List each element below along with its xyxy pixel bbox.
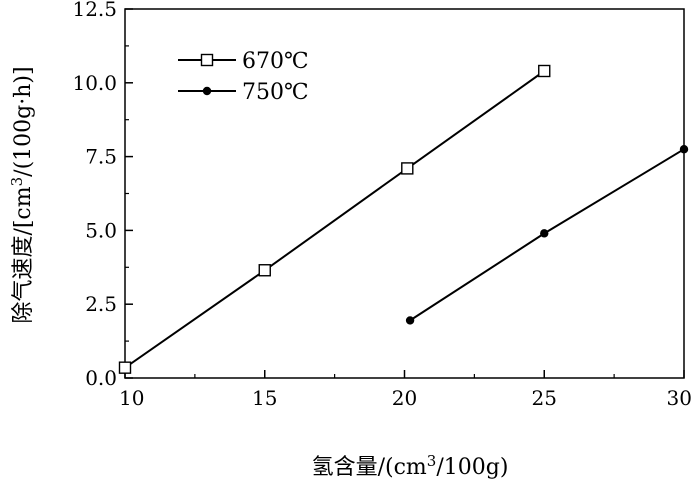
y-tick-label: 2.5 (85, 292, 117, 316)
series-1-point (258, 264, 271, 277)
y-tick-label: 10.0 (72, 71, 117, 95)
series-1-point (118, 361, 132, 374)
series-1-point (401, 162, 414, 175)
legend-label: 750℃ (242, 80, 309, 105)
y-tick-label: 7.5 (85, 145, 117, 169)
y-tick-label: 0.0 (85, 366, 117, 390)
series-2-point (679, 145, 689, 154)
x-tick-label: 25 (532, 386, 557, 410)
legend: 670℃ 750℃ (178, 49, 309, 105)
x-tick-label: 20 (392, 386, 417, 410)
x-tick-label: 15 (252, 386, 277, 410)
x-tick-label: 30 (667, 386, 692, 410)
series-1-point (538, 64, 551, 78)
y-tick-label: 12.5 (72, 0, 117, 21)
x-axis-title: 氢含量/(cm3/100g) (312, 452, 509, 480)
x-axis: 10 15 20 25 30 (119, 370, 692, 410)
legend-marker (202, 86, 212, 96)
series-1-line (124, 70, 545, 369)
series-2-point (540, 229, 549, 238)
series-2-point (405, 316, 415, 325)
x-tick-label: 10 (119, 386, 144, 410)
y-axis-title: 除气速度/[cm3/(100g·h)] (8, 66, 36, 323)
y-axis: 0.0 2.5 5.0 7.5 10.0 12.5 (72, 0, 133, 390)
series-1 (118, 64, 551, 374)
legend-marker (200, 53, 214, 67)
legend-label: 670℃ (242, 49, 309, 74)
series-2 (405, 145, 689, 325)
y-tick-label: 5.0 (85, 218, 117, 242)
series-layer (118, 64, 689, 374)
